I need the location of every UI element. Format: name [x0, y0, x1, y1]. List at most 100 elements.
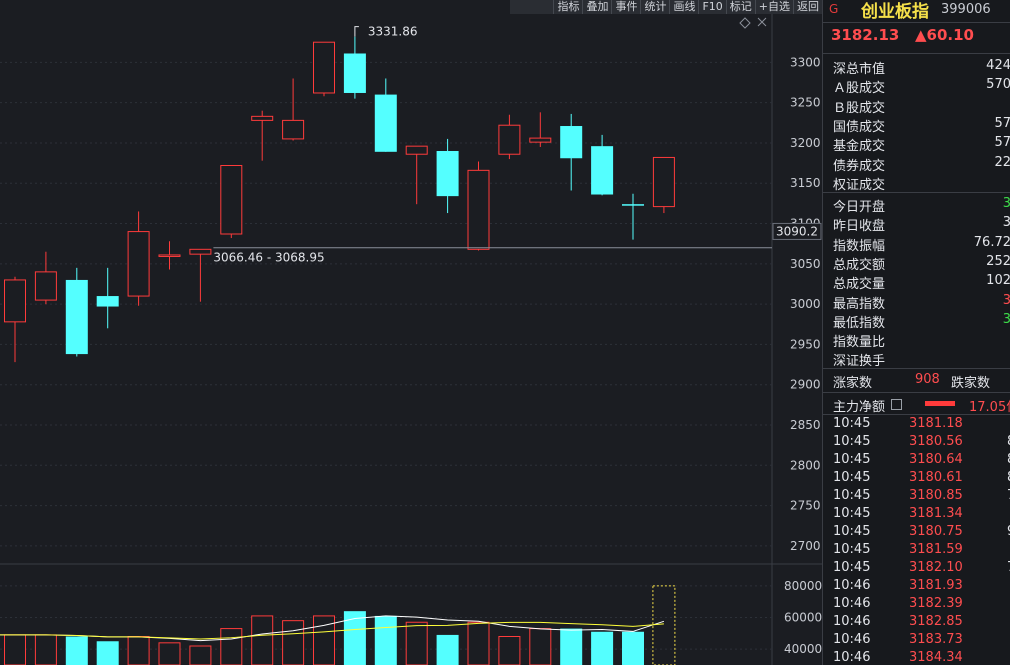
g-marker: G [829, 2, 839, 16]
toolbar-button[interactable]: 标记 [725, 0, 755, 14]
candle-body [622, 204, 644, 206]
max-marker [354, 26, 359, 37]
tick-time: 10:45 [833, 524, 871, 539]
tick-price: 3180.61 [909, 470, 963, 485]
list-icon[interactable] [891, 399, 902, 410]
toolbar-button[interactable]: 事件 [611, 0, 640, 14]
toolbar-button[interactable]: 统计 [640, 0, 669, 14]
tick-row: 10:46 3182.39 [823, 596, 1010, 614]
stat-row: Ａ股成交 570 [823, 76, 1010, 97]
tick-vol: 8 [1007, 470, 1010, 485]
crosshair-price: 3090.2 [776, 224, 818, 238]
volume-bar [591, 631, 614, 665]
stat-value: 57 [994, 115, 1010, 131]
tick-vol: 8 [1007, 452, 1010, 467]
stat-label: 国债成交 [833, 119, 886, 135]
volume-bar [65, 636, 88, 665]
candle-body [343, 53, 366, 93]
tick-time: 10:46 [833, 596, 871, 611]
tick-price: 3181.93 [909, 578, 963, 593]
stat-row: 最高指数 3 [823, 292, 1010, 312]
up-count-label: 涨家数 [833, 376, 873, 391]
tick-vol: 7 [1007, 560, 1010, 575]
stat-row: 总成交额 252 [823, 253, 1010, 273]
candle-body [374, 94, 397, 152]
stat-value: 76.72 [973, 234, 1010, 250]
stat-value: 3 [1003, 196, 1010, 211]
price-axis-label: 3000 [790, 297, 821, 311]
volume-axis-label: 80000 [784, 579, 822, 593]
stat-value: 57 [994, 135, 1010, 151]
candle-body [4, 279, 26, 323]
toolbar-button[interactable]: F10 [698, 0, 725, 14]
stat-value: 3 [1003, 293, 1010, 308]
price-row: 3182.13 ▲60.10 [823, 24, 1010, 48]
down-count-label: 跌家数 [951, 376, 991, 391]
candle-body [529, 137, 552, 143]
stat-row: 昨日收盘 3 [823, 214, 1010, 235]
stat-label: 总成交量 [833, 277, 886, 293]
stat-value: 252 [986, 253, 1010, 269]
candle-body [158, 254, 181, 257]
price-axis-label: 3250 [790, 96, 821, 110]
price-axis-label: 2800 [790, 458, 821, 472]
toolbar-button[interactable]: 画线 [669, 0, 698, 14]
tick-time: 10:45 [833, 470, 871, 485]
stat-label: Ａ股成交 [833, 81, 886, 97]
stat-row: 最低指数 3 [823, 311, 1010, 331]
volume-bar [529, 628, 552, 665]
toolbar-button[interactable]: 返回 [793, 0, 822, 14]
candle-body [436, 151, 459, 197]
candle-body [127, 231, 150, 297]
toolbar-button[interactable]: 指标 [553, 0, 582, 14]
tick-price: 3183.73 [909, 632, 963, 647]
stat-label: 最高指数 [833, 296, 886, 312]
quote-panel: G 创业板指 399006 3182.13 ▲60.10 深总市值 424 Ａ股成交… [822, 0, 1010, 665]
candle-body [560, 126, 583, 159]
tick-row: 10:46 3182.85 [823, 614, 1010, 632]
volume-bar [251, 615, 274, 665]
candle-body [96, 296, 119, 307]
volume-bar [374, 615, 397, 665]
tick-price: 3180.56 [909, 434, 963, 449]
stat-row: 指数量比 [823, 330, 1010, 350]
tick-price: 3180.64 [909, 452, 963, 467]
diamond-icon [739, 17, 751, 29]
kline-chart[interactable]: 3300325032003150310030503000295029002850… [0, 14, 822, 665]
stat-value: 3 [1003, 312, 1010, 327]
stat-row: 今日开盘 3 [823, 195, 1010, 215]
volume-bar [436, 634, 459, 665]
stat-value: 3 [1003, 215, 1010, 230]
price-axis-label: 2950 [790, 337, 821, 351]
kline-svg: 3300325032003150310030503000295029002850… [0, 14, 822, 665]
tick-row: 10:45 3180.61 8 [823, 470, 1010, 488]
volume-ma-yellow [0, 621, 664, 640]
stat-label: 权证成交 [833, 177, 886, 193]
tick-row: 10:45 3181.34 [823, 506, 1010, 524]
volume-bar [405, 621, 428, 665]
stat-label: 最低指数 [833, 315, 886, 331]
tick-time: 10:45 [833, 452, 871, 467]
volume-bar [96, 641, 119, 665]
stat-row: Ｂ股成交 [823, 96, 1010, 116]
tick-row: 10:46 3183.73 [823, 632, 1010, 650]
tick-time: 10:46 [833, 614, 871, 629]
volume-bar [189, 645, 212, 665]
stat-row: 深证换手 [823, 349, 1010, 370]
tick-row: 10:45 3180.75 9 [823, 524, 1010, 542]
toolbar-button[interactable]: +自选 [754, 0, 793, 14]
volume-bar [313, 615, 335, 665]
stat-row: 国债成交 57 [823, 115, 1010, 135]
price-axis-label: 3050 [790, 257, 821, 271]
volume-bar [498, 636, 521, 665]
close-icon [757, 17, 767, 27]
stat-row: 债券成交 22 [823, 154, 1010, 174]
tick-price: 3184.34 [909, 650, 963, 665]
stat-value: 102 [986, 273, 1010, 289]
volume-bar [158, 642, 181, 665]
stat-label: 昨日收盘 [833, 219, 886, 235]
stat-label: 深证换手 [833, 354, 886, 370]
stat-row: 深总市值 424 [823, 57, 1010, 77]
toolbar-button[interactable]: 叠加 [582, 0, 611, 14]
volume-bar [127, 636, 150, 665]
